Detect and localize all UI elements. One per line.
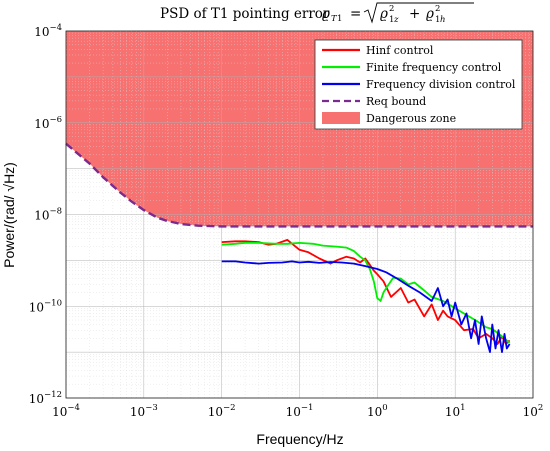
series-line-finite-frequency-control [221, 241, 511, 344]
svg-text:z: z [393, 15, 399, 25]
title-formula: ϱ T 1 = ϱ 2 1 z + ϱ 2 1 h [322, 2, 474, 25]
legend-label-hinf: Hinf control [366, 44, 434, 57]
y-tick-label: 10−8 [34, 207, 62, 223]
x-axis-label: Frequency/Hz [256, 431, 343, 447]
svg-text:2: 2 [389, 4, 394, 14]
series-line-req-bound [65, 142, 533, 228]
x-tick-label: 100 [367, 403, 388, 419]
legend-label-frequency-division: Frequency division control [366, 78, 516, 91]
x-tick-label: 10−1 [286, 403, 314, 419]
legend-item-hinf: Hinf control [322, 44, 434, 57]
svg-text:1: 1 [389, 15, 394, 25]
legend-item-dangerous-zone: Dangerous zone [322, 112, 456, 125]
legend-label-dangerous-zone: Dangerous zone [366, 112, 456, 125]
svg-text:h: h [440, 15, 445, 25]
legend-label-req-bound: Req bound [366, 95, 426, 108]
legend: Hinf control Finite frequency control Fr… [314, 39, 523, 130]
svg-text:=: = [350, 6, 361, 22]
y-tick-label: 10−6 [34, 115, 62, 131]
y-tick-label: 10−10 [29, 298, 62, 314]
series-layer [65, 142, 533, 354]
axes-box [65, 30, 534, 399]
svg-text:1: 1 [337, 14, 342, 24]
x-tick-label: 10−3 [130, 403, 158, 419]
tick-labels: 10−4 10−3 10−2 10−1 100 101 102 10−12 10−10 10−8 1… [29, 23, 544, 419]
x-tick-label: 101 [445, 403, 466, 419]
legend-swatch-dangerous-zone [322, 112, 360, 124]
svg-text:1: 1 [435, 15, 440, 25]
x-tick-label: 10−4 [52, 403, 80, 419]
svg-text:T: T [331, 14, 338, 24]
legend-item-frequency-division: Frequency division control [322, 78, 516, 91]
svg-text:2: 2 [435, 4, 440, 14]
title-text: PSD of T1 pointing error [160, 6, 330, 22]
y-tick-label: 10−4 [34, 23, 62, 39]
legend-label-finite-frequency: Finite frequency control [366, 61, 502, 74]
y-axis-label: Power/(rad/ √Hz) [1, 162, 17, 268]
y-tick-label: 10−12 [29, 390, 62, 406]
legend-item-req-bound: Req bound [322, 95, 426, 108]
svg-text:ϱ: ϱ [380, 6, 388, 22]
legend-item-finite-frequency: Finite frequency control [322, 61, 502, 74]
svg-text:ϱ: ϱ [322, 6, 330, 22]
x-tick-label: 102 [523, 403, 544, 419]
x-tick-label: 10−2 [208, 403, 236, 419]
series-line-frequency-division-control [221, 260, 511, 354]
svg-text:+: + [409, 6, 420, 22]
chart-title: PSD of T1 pointing error ϱ T 1 = ϱ 2 1 z… [160, 2, 474, 25]
svg-text:ϱ: ϱ [426, 6, 434, 22]
